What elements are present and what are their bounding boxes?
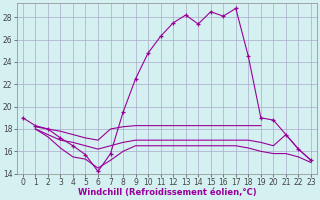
X-axis label: Windchill (Refroidissement éolien,°C): Windchill (Refroidissement éolien,°C) <box>77 188 256 197</box>
